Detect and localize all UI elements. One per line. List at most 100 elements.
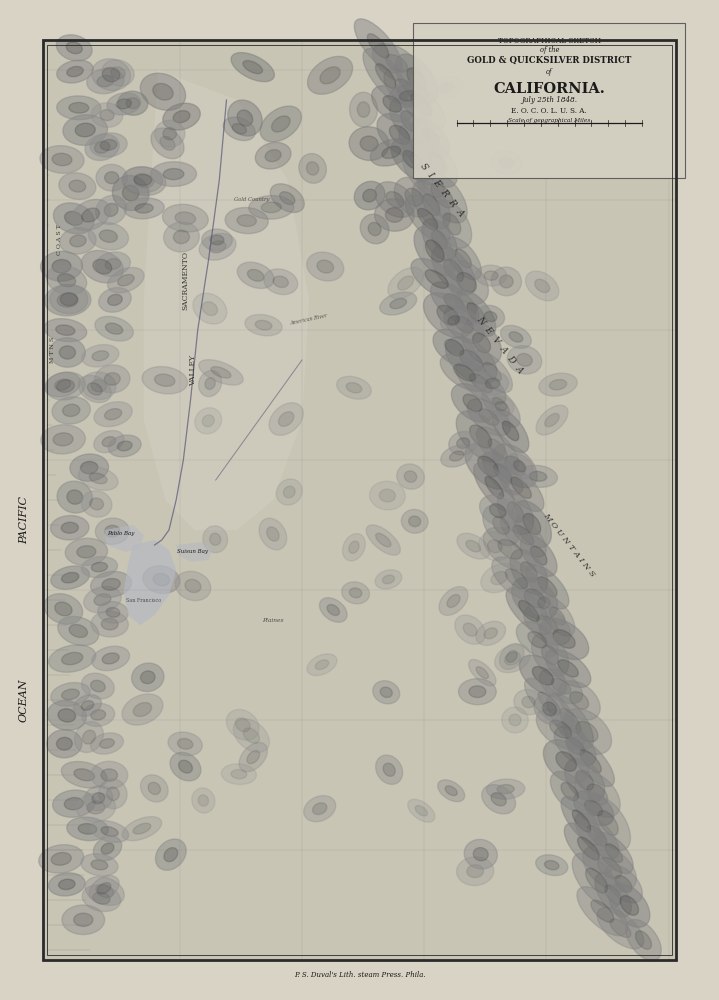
- Ellipse shape: [426, 240, 444, 262]
- Ellipse shape: [554, 727, 596, 766]
- Ellipse shape: [122, 694, 163, 725]
- Ellipse shape: [91, 680, 105, 692]
- Ellipse shape: [91, 103, 123, 127]
- Text: Pablo Bay: Pablo Bay: [107, 532, 134, 536]
- Ellipse shape: [507, 346, 542, 374]
- Ellipse shape: [82, 885, 121, 912]
- Ellipse shape: [60, 228, 96, 254]
- Ellipse shape: [457, 411, 505, 462]
- Ellipse shape: [58, 616, 99, 645]
- Ellipse shape: [57, 737, 73, 750]
- Ellipse shape: [269, 403, 303, 435]
- Ellipse shape: [52, 259, 71, 273]
- Ellipse shape: [91, 59, 130, 90]
- Ellipse shape: [52, 397, 91, 424]
- Ellipse shape: [83, 730, 96, 744]
- Text: American River: American River: [290, 314, 329, 326]
- Ellipse shape: [81, 250, 124, 283]
- Text: E. O. C. O. L. U. S. A.: E. O. C. O. L. U. S. A.: [511, 107, 587, 115]
- Ellipse shape: [456, 290, 496, 336]
- Text: P. S. Duval's Lith. steam Press. Phila.: P. S. Duval's Lith. steam Press. Phila.: [293, 971, 426, 979]
- Ellipse shape: [370, 481, 406, 510]
- Ellipse shape: [483, 527, 537, 571]
- Ellipse shape: [45, 285, 91, 316]
- Ellipse shape: [470, 374, 492, 393]
- Ellipse shape: [375, 64, 396, 88]
- Ellipse shape: [100, 110, 114, 121]
- Ellipse shape: [464, 839, 498, 869]
- Ellipse shape: [469, 686, 486, 698]
- Ellipse shape: [225, 208, 268, 234]
- Ellipse shape: [93, 836, 122, 861]
- Ellipse shape: [81, 372, 116, 400]
- Ellipse shape: [521, 535, 557, 576]
- Ellipse shape: [75, 123, 95, 137]
- Ellipse shape: [485, 378, 500, 389]
- Ellipse shape: [185, 579, 201, 593]
- Ellipse shape: [367, 34, 389, 58]
- Ellipse shape: [467, 399, 510, 436]
- Ellipse shape: [493, 516, 509, 535]
- Ellipse shape: [91, 571, 132, 597]
- Ellipse shape: [234, 719, 270, 752]
- Ellipse shape: [401, 509, 428, 533]
- Ellipse shape: [403, 152, 444, 198]
- Ellipse shape: [431, 282, 479, 325]
- Ellipse shape: [192, 788, 215, 813]
- Ellipse shape: [105, 259, 121, 270]
- Ellipse shape: [53, 433, 73, 446]
- Ellipse shape: [412, 181, 450, 229]
- Ellipse shape: [50, 285, 88, 314]
- Ellipse shape: [247, 269, 264, 281]
- Ellipse shape: [280, 192, 295, 205]
- Ellipse shape: [299, 154, 326, 183]
- Ellipse shape: [398, 276, 413, 290]
- Ellipse shape: [517, 353, 532, 366]
- Ellipse shape: [469, 659, 496, 686]
- Ellipse shape: [163, 128, 177, 140]
- Ellipse shape: [81, 701, 93, 710]
- Ellipse shape: [509, 332, 523, 342]
- Ellipse shape: [445, 786, 457, 796]
- Ellipse shape: [47, 730, 82, 758]
- Ellipse shape: [522, 696, 535, 708]
- Ellipse shape: [59, 173, 96, 199]
- Ellipse shape: [67, 490, 83, 504]
- Ellipse shape: [67, 817, 109, 841]
- Ellipse shape: [598, 811, 618, 835]
- Ellipse shape: [91, 821, 129, 842]
- Ellipse shape: [566, 737, 585, 755]
- Ellipse shape: [399, 124, 444, 178]
- Ellipse shape: [97, 883, 111, 894]
- Text: Plaines: Plaines: [262, 617, 284, 622]
- Ellipse shape: [70, 199, 111, 231]
- Ellipse shape: [57, 96, 101, 120]
- Ellipse shape: [477, 372, 509, 395]
- Ellipse shape: [50, 516, 89, 540]
- Ellipse shape: [572, 810, 591, 832]
- Ellipse shape: [195, 408, 221, 434]
- Ellipse shape: [488, 439, 507, 458]
- Ellipse shape: [439, 83, 454, 93]
- Text: SACRAMENTO: SACRAMENTO: [181, 250, 190, 310]
- Ellipse shape: [96, 164, 127, 191]
- Ellipse shape: [411, 94, 432, 116]
- Ellipse shape: [430, 77, 463, 99]
- Ellipse shape: [102, 67, 120, 82]
- Ellipse shape: [505, 456, 525, 476]
- Ellipse shape: [106, 607, 120, 617]
- Ellipse shape: [467, 303, 485, 323]
- Ellipse shape: [81, 557, 117, 578]
- Ellipse shape: [44, 319, 87, 342]
- Ellipse shape: [91, 562, 108, 572]
- Ellipse shape: [51, 683, 90, 706]
- Ellipse shape: [538, 577, 557, 597]
- Ellipse shape: [198, 795, 209, 806]
- Ellipse shape: [384, 68, 424, 107]
- Ellipse shape: [493, 464, 512, 483]
- Ellipse shape: [96, 195, 127, 225]
- Ellipse shape: [397, 464, 424, 489]
- Ellipse shape: [490, 504, 506, 518]
- Ellipse shape: [210, 235, 224, 245]
- Ellipse shape: [239, 742, 267, 772]
